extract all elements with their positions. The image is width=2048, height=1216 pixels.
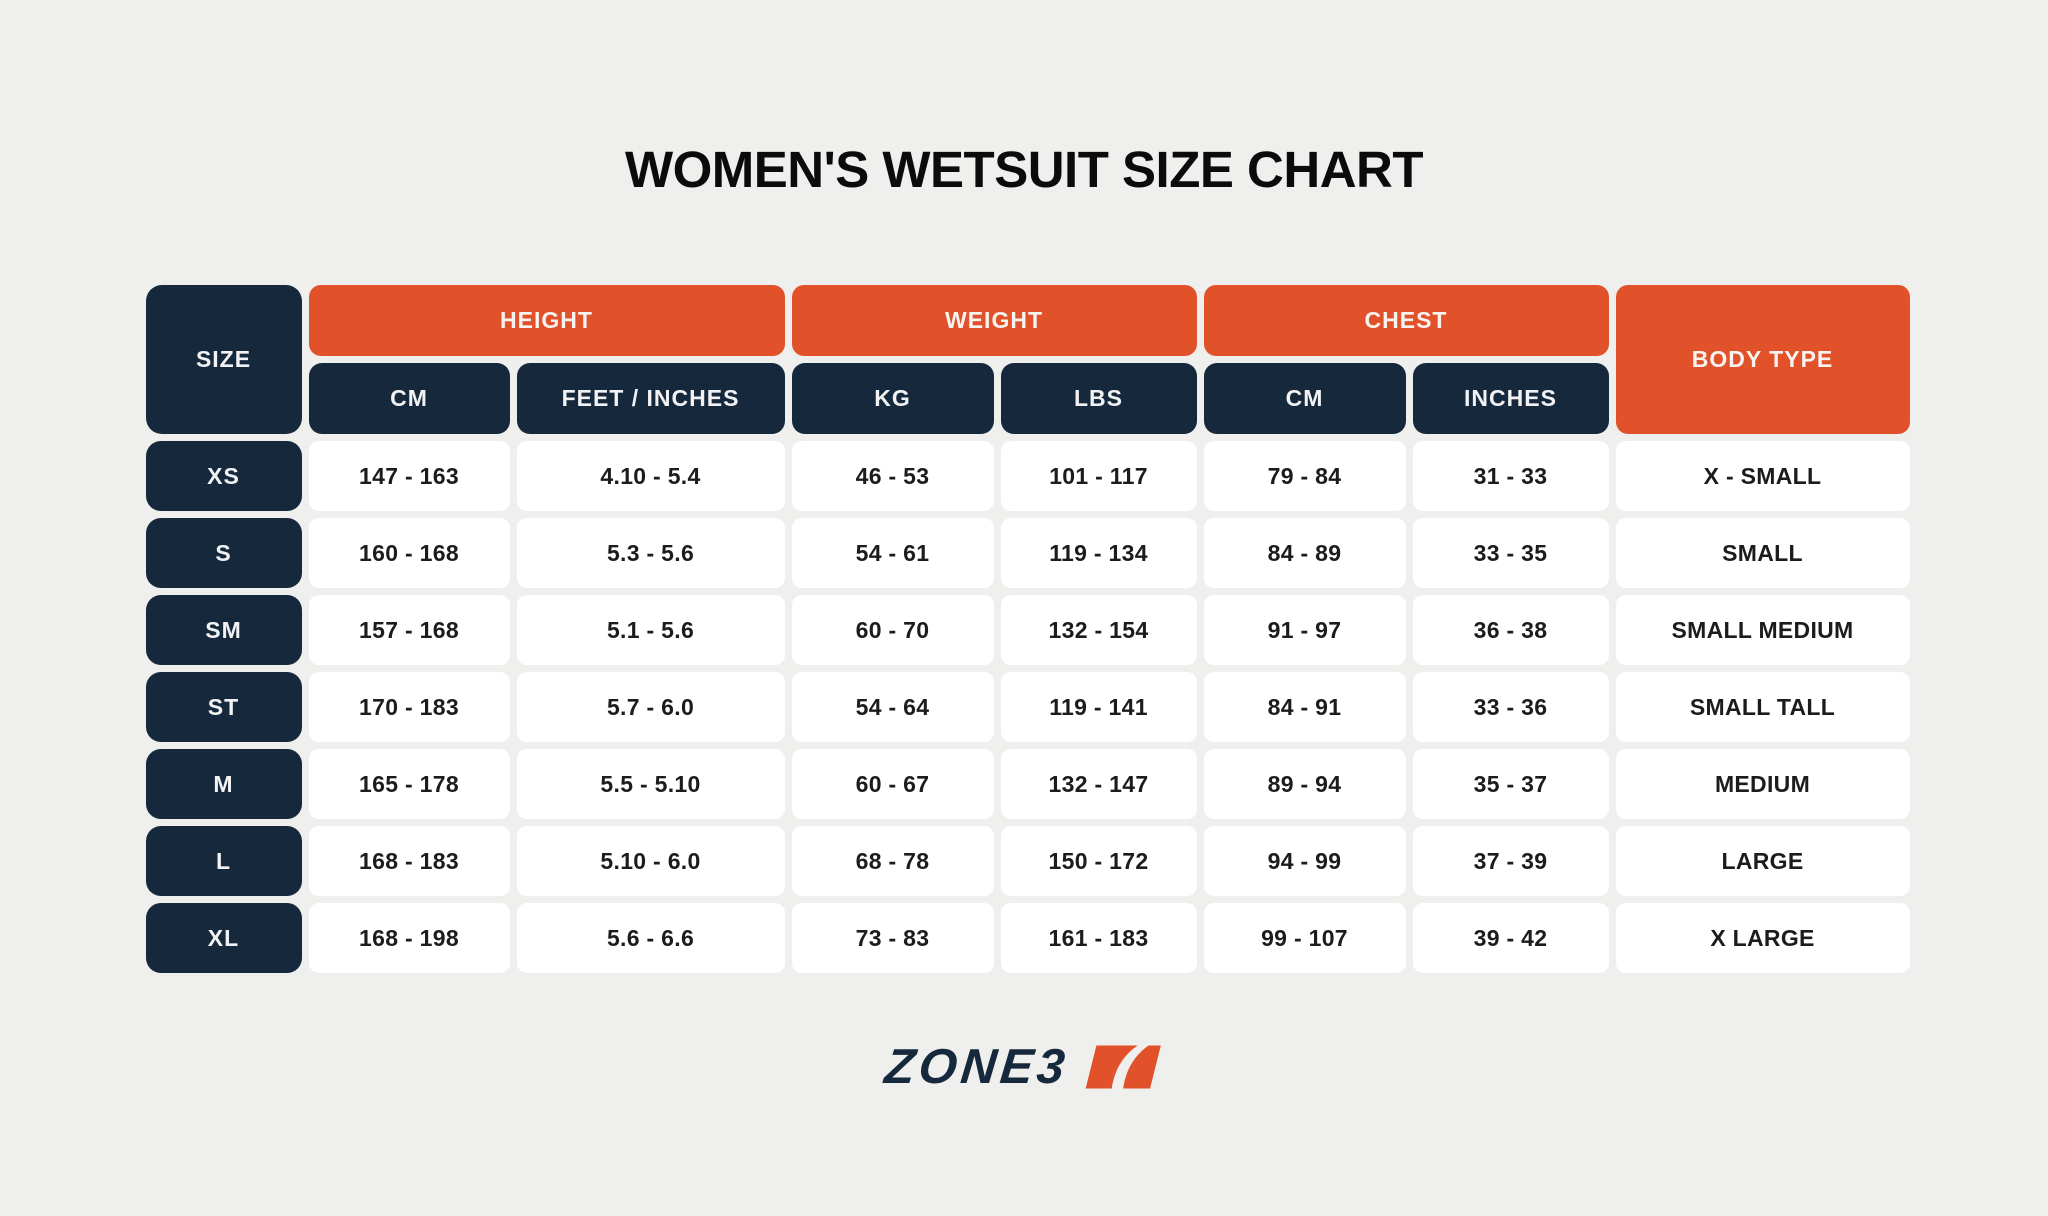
cell-chest-cm: 79 - 84	[1203, 441, 1406, 511]
cell-chest-cm: 89 - 94	[1203, 749, 1406, 819]
cell-chest-cm: 91 - 97	[1203, 595, 1406, 665]
cell-chest-inches: 31 - 33	[1412, 441, 1609, 511]
cell-weight-lbs: 161 - 183	[1000, 903, 1197, 973]
cell-weight-lbs: 101 - 117	[1000, 441, 1197, 511]
cell-body-type: SMALL	[1615, 518, 1910, 588]
cell-height-feet-inches: 5.1 - 5.6	[516, 595, 785, 665]
cell-chest-inches: 39 - 42	[1412, 903, 1609, 973]
cell-height-cm: 168 - 183	[308, 826, 510, 896]
cell-weight-kg: 73 - 83	[791, 903, 994, 973]
cell-weight-kg: 60 - 70	[791, 595, 994, 665]
subheader-height-feet-inches: FEET / INCHES	[516, 363, 785, 434]
cell-chest-inches: 37 - 39	[1412, 826, 1609, 896]
cell-body-type: SMALL TALL	[1615, 672, 1910, 742]
cell-chest-cm: 84 - 89	[1203, 518, 1406, 588]
cell-chest-inches: 33 - 36	[1412, 672, 1609, 742]
column-header-body-type: BODY TYPE	[1615, 285, 1910, 434]
cell-chest-cm: 94 - 99	[1203, 826, 1406, 896]
cell-height-feet-inches: 5.5 - 5.10	[516, 749, 785, 819]
row-size-label: XS	[145, 441, 302, 511]
row-size-label: M	[145, 749, 302, 819]
cell-weight-kg: 54 - 64	[791, 672, 994, 742]
column-header-size: SIZE	[145, 285, 302, 434]
cell-chest-inches: 35 - 37	[1412, 749, 1609, 819]
row-size-label: ST	[145, 672, 302, 742]
column-group-weight: WEIGHT	[791, 285, 1197, 356]
cell-height-cm: 170 - 183	[308, 672, 510, 742]
cell-weight-lbs: 132 - 147	[1000, 749, 1197, 819]
zone3-flag-icon	[1085, 1045, 1161, 1089]
cell-body-type: SMALL MEDIUM	[1615, 595, 1910, 665]
row-size-label: XL	[145, 903, 302, 973]
cell-weight-lbs: 119 - 141	[1000, 672, 1197, 742]
size-chart-table: SIZE HEIGHT WEIGHT CHEST BODY TYPE CM FE…	[145, 285, 1910, 973]
cell-height-cm: 157 - 168	[308, 595, 510, 665]
column-group-chest: CHEST	[1203, 285, 1609, 356]
subheader-chest-cm: CM	[1203, 363, 1406, 434]
zone3-logo-text: ZONE3	[882, 1040, 1072, 1094]
cell-height-feet-inches: 4.10 - 5.4	[516, 441, 785, 511]
cell-chest-cm: 99 - 107	[1203, 903, 1406, 973]
row-size-label: S	[145, 518, 302, 588]
cell-height-feet-inches: 5.3 - 5.6	[516, 518, 785, 588]
cell-body-type: X LARGE	[1615, 903, 1910, 973]
cell-body-type: X - SMALL	[1615, 441, 1910, 511]
cell-height-feet-inches: 5.6 - 6.6	[516, 903, 785, 973]
cell-height-cm: 147 - 163	[308, 441, 510, 511]
cell-chest-inches: 36 - 38	[1412, 595, 1609, 665]
cell-weight-kg: 46 - 53	[791, 441, 994, 511]
subheader-chest-inches: INCHES	[1412, 363, 1609, 434]
cell-weight-lbs: 150 - 172	[1000, 826, 1197, 896]
cell-height-cm: 165 - 178	[308, 749, 510, 819]
cell-weight-kg: 68 - 78	[791, 826, 994, 896]
subheader-weight-lbs: LBS	[1000, 363, 1197, 434]
cell-chest-cm: 84 - 91	[1203, 672, 1406, 742]
zone3-logo: ZONE3	[0, 1039, 2048, 1095]
cell-height-feet-inches: 5.7 - 6.0	[516, 672, 785, 742]
cell-body-type: MEDIUM	[1615, 749, 1910, 819]
row-size-label: SM	[145, 595, 302, 665]
page-title: WOMEN'S WETSUIT SIZE CHART	[624, 141, 1424, 198]
cell-weight-kg: 54 - 61	[791, 518, 994, 588]
cell-chest-inches: 33 - 35	[1412, 518, 1609, 588]
column-group-height: HEIGHT	[308, 285, 785, 356]
cell-weight-lbs: 132 - 154	[1000, 595, 1197, 665]
subheader-weight-kg: KG	[791, 363, 994, 434]
subheader-height-cm: CM	[308, 363, 510, 434]
cell-weight-lbs: 119 - 134	[1000, 518, 1197, 588]
cell-weight-kg: 60 - 67	[791, 749, 994, 819]
row-size-label: L	[145, 826, 302, 896]
cell-height-cm: 168 - 198	[308, 903, 510, 973]
cell-height-cm: 160 - 168	[308, 518, 510, 588]
cell-height-feet-inches: 5.10 - 6.0	[516, 826, 785, 896]
cell-body-type: LARGE	[1615, 826, 1910, 896]
